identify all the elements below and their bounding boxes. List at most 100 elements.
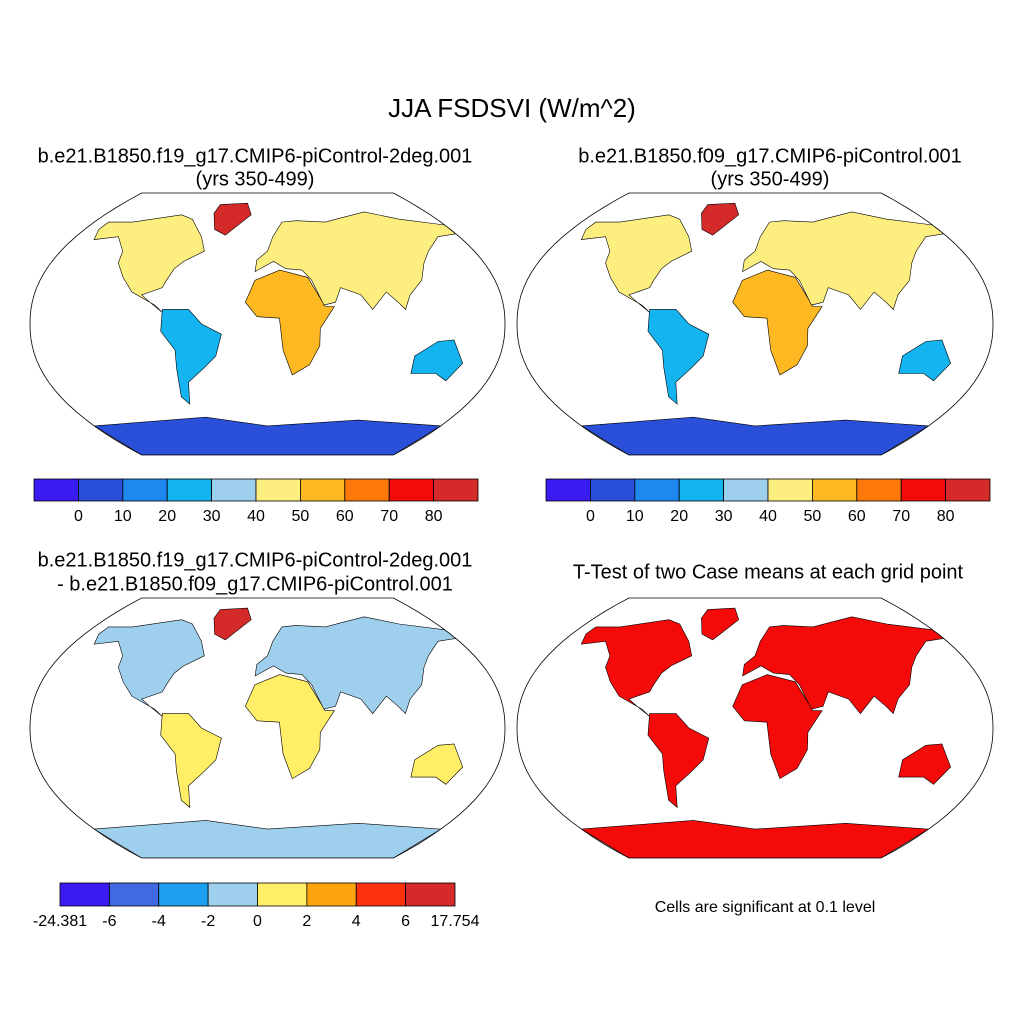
colorbar-box bbox=[207, 882, 258, 907]
colorbar-box bbox=[545, 478, 591, 502]
colorbar-box bbox=[344, 478, 390, 502]
panel-title: b.e21.B1850.f19_g17.CMIP6-piControl-2deg… bbox=[38, 145, 473, 167]
land bbox=[93, 619, 205, 717]
map-land bbox=[93, 202, 464, 455]
colorbar-box bbox=[211, 478, 257, 502]
land bbox=[580, 214, 693, 313]
colorbar-box bbox=[678, 478, 725, 502]
land bbox=[898, 339, 951, 382]
colorbar-tick-label: 60 bbox=[336, 508, 354, 525]
colorbar-box bbox=[255, 478, 301, 502]
land bbox=[254, 616, 457, 715]
panel-title: b.e21.B1850.f19_g17.CMIP6-piControl-2deg… bbox=[38, 549, 473, 571]
figure-title: JJA FSDSVI (W/m^2) bbox=[388, 93, 636, 123]
map-panel bbox=[29, 597, 506, 859]
land bbox=[160, 309, 222, 405]
colorbar-tick-label: -24.381 bbox=[33, 913, 87, 930]
land bbox=[580, 820, 930, 858]
map-outline bbox=[29, 597, 506, 859]
map-panel bbox=[516, 192, 994, 456]
map-panel bbox=[516, 597, 994, 859]
panel-title: (yrs 350-499) bbox=[711, 168, 830, 190]
colorbar-tick-label: 70 bbox=[892, 508, 910, 525]
colorbar-tick-label: 0 bbox=[74, 508, 83, 525]
colorbar-tick-label: 20 bbox=[158, 508, 176, 525]
colorbar-tick-label: -2 bbox=[201, 913, 215, 930]
colorbar-box bbox=[812, 478, 858, 502]
map-outline bbox=[516, 597, 994, 859]
colorbar-tick-label: -6 bbox=[102, 913, 116, 930]
land bbox=[410, 339, 464, 382]
colorbar-tick-label: 30 bbox=[715, 508, 733, 525]
colorbar-box bbox=[945, 478, 991, 502]
map-land bbox=[93, 607, 464, 858]
colorbar-box bbox=[723, 478, 769, 502]
colorbar-tick-label: 6 bbox=[401, 913, 410, 930]
land bbox=[701, 202, 740, 236]
colorbar-box bbox=[306, 882, 357, 907]
land bbox=[213, 202, 252, 236]
colorbar-box bbox=[59, 882, 110, 907]
map-panel bbox=[29, 192, 506, 456]
land bbox=[898, 743, 951, 785]
land bbox=[213, 607, 252, 641]
colorbar-box bbox=[405, 882, 456, 907]
land bbox=[647, 713, 710, 809]
colorbar-box bbox=[433, 478, 479, 502]
colorbar-box bbox=[33, 478, 79, 502]
colorbar-box bbox=[166, 478, 212, 502]
colorbar-tick-label: 80 bbox=[425, 508, 443, 525]
colorbar-tick-label: 40 bbox=[247, 508, 265, 525]
panel-title: b.e21.B1850.f09_g17.CMIP6-piControl.001 bbox=[578, 145, 962, 167]
colorbar-box bbox=[767, 478, 813, 502]
colorbar-tick-label: 50 bbox=[292, 508, 310, 525]
land bbox=[410, 743, 464, 785]
colorbar-tick-label: 10 bbox=[626, 508, 644, 525]
colorbar-box bbox=[355, 882, 407, 907]
colorbar-tick-label: 2 bbox=[302, 913, 311, 930]
panel-title: - b.e21.B1850.f09_g17.CMIP6-piControl.00… bbox=[57, 573, 453, 595]
colorbar-tick-label: 4 bbox=[352, 913, 361, 930]
colorbar-tick-label: 10 bbox=[114, 508, 132, 525]
panel-title: (yrs 350-499) bbox=[196, 168, 315, 190]
colorbar-tick-label: 0 bbox=[253, 913, 262, 930]
land bbox=[732, 674, 823, 780]
map-outline bbox=[516, 192, 994, 456]
panel-note: Cells are significant at 0.1 level bbox=[655, 899, 876, 916]
colorbar-box bbox=[78, 478, 124, 502]
land bbox=[742, 616, 945, 715]
colorbar-box bbox=[856, 478, 902, 502]
colorbar-box bbox=[257, 882, 308, 907]
land bbox=[742, 211, 945, 310]
panel-title: T-Test of two Case means at each grid po… bbox=[573, 561, 964, 583]
land bbox=[160, 713, 222, 809]
land bbox=[93, 820, 442, 858]
land bbox=[244, 674, 335, 780]
land bbox=[732, 269, 823, 376]
colorbar-tick-label: 17.754 bbox=[431, 913, 480, 930]
land bbox=[647, 309, 710, 405]
map-land bbox=[580, 607, 951, 858]
colorbar-tick-label: 0 bbox=[586, 508, 595, 525]
land bbox=[580, 416, 930, 455]
land bbox=[93, 214, 205, 313]
land bbox=[93, 416, 442, 455]
land bbox=[580, 619, 693, 717]
land bbox=[244, 269, 335, 376]
colorbar-box bbox=[900, 478, 947, 502]
colorbar-box bbox=[122, 478, 168, 502]
colorbar-tick-label: 20 bbox=[670, 508, 688, 525]
colorbar-box bbox=[388, 478, 435, 502]
colorbar-tick-label: 40 bbox=[759, 508, 777, 525]
colorbar-tick-label: 30 bbox=[203, 508, 221, 525]
colorbar-tick-label: 70 bbox=[380, 508, 398, 525]
colorbar-tick-label: 80 bbox=[937, 508, 955, 525]
colorbar-tick-label: -4 bbox=[152, 913, 166, 930]
map-outline bbox=[29, 192, 506, 456]
map-land bbox=[580, 202, 951, 455]
colorbar-box bbox=[299, 478, 346, 502]
land bbox=[254, 211, 457, 310]
colorbar-tick-label: 60 bbox=[848, 508, 866, 525]
colorbar-box bbox=[108, 882, 160, 907]
